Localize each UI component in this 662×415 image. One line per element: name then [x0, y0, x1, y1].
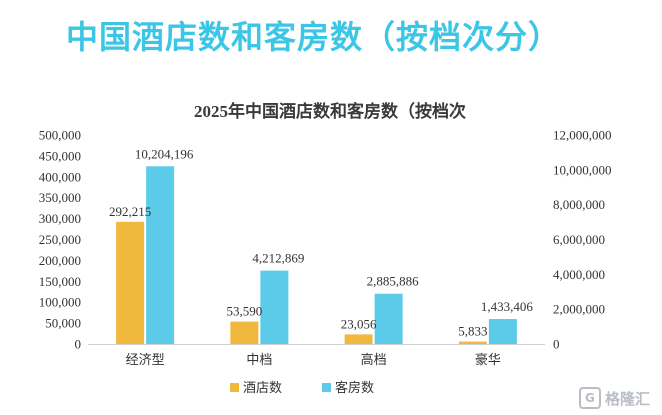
y-right-tick-label: 6,000,000 [553, 232, 605, 247]
data-label-hotels: 5,833 [458, 324, 487, 339]
bar-hotels [116, 221, 145, 344]
data-label-rooms: 1,433,406 [481, 299, 534, 314]
y-right-tick-label: 12,000,000 [553, 128, 612, 143]
legend-item-rooms-label: 客房数 [335, 380, 374, 395]
data-label-hotels: 53,590 [227, 304, 263, 319]
y-left-tick-label: 500,000 [39, 128, 81, 143]
x-tick-label: 高档 [361, 352, 387, 367]
x-tick-label: 经济型 [126, 352, 165, 367]
bar-rooms [488, 319, 517, 344]
bar-hotels [458, 341, 487, 344]
page-title: 中国酒店数和客房数（按档次分） [66, 18, 562, 56]
y-left-tick-label: 50,000 [45, 316, 81, 331]
legend-item-hotels-label: 酒店数 [243, 380, 282, 395]
y-left-tick-label: 200,000 [39, 253, 81, 268]
chart-title: 2025年中国酒店数和客房数（按档次 [194, 101, 466, 121]
y-right-tick-label: 10,000,000 [553, 162, 612, 177]
bar-rooms [260, 270, 289, 344]
y-right-tick-label: 8,000,000 [553, 197, 605, 212]
bar-hotels [344, 334, 373, 344]
data-label-rooms: 4,212,869 [252, 251, 304, 266]
watermark: G 格隆汇 [578, 387, 650, 409]
y-left-tick-label: 150,000 [39, 274, 81, 289]
data-label-rooms: 10,204,196 [135, 146, 194, 161]
watermark-text: 格隆汇 [604, 389, 650, 408]
y-left-tick-label: 300,000 [39, 211, 81, 226]
y-left-tick-label: 0 [75, 337, 82, 352]
bar-hotels [230, 321, 259, 344]
y-right-tick-label: 2,000,000 [553, 302, 605, 317]
bar-rooms [146, 166, 175, 344]
x-tick-label: 中档 [246, 352, 272, 367]
y-left-tick-label: 450,000 [39, 148, 81, 163]
x-tick-label: 豪华 [475, 352, 501, 367]
y-right-tick-label: 0 [553, 337, 560, 352]
data-label-hotels: 23,056 [341, 316, 377, 331]
y-left-tick-label: 400,000 [39, 169, 81, 184]
gelonghui-logo-icon: G [578, 387, 601, 409]
y-left-tick-label: 100,000 [39, 295, 81, 310]
bar-rooms [374, 293, 403, 344]
y-right-tick-label: 4,000,000 [553, 267, 605, 282]
y-left-tick-label: 250,000 [39, 232, 81, 247]
data-label-rooms: 2,885,886 [367, 274, 420, 289]
data-label-hotels: 292,215 [109, 204, 151, 219]
legend-item-rooms-swatch [322, 383, 331, 392]
y-left-tick-label: 350,000 [39, 190, 81, 205]
legend-item-hotels-swatch [230, 383, 239, 392]
